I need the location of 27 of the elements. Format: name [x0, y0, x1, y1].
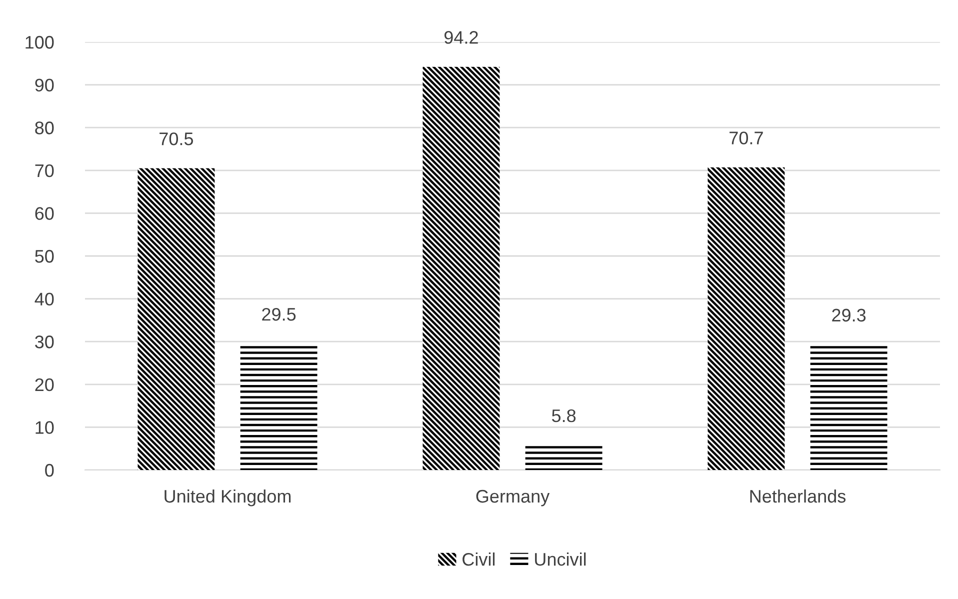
- data-label: 94.2: [444, 31, 478, 44]
- data-label: 70.7: [730, 132, 763, 144]
- y-tick-label: 70: [35, 164, 54, 178]
- x-tick-label: United Kingdom: [164, 489, 291, 506]
- y-tick-label: 90: [35, 78, 54, 92]
- data-label: 29.3: [832, 308, 866, 322]
- y-tick-label: 0: [45, 464, 54, 477]
- bar: [422, 66, 500, 470]
- y-tick-label: 30: [35, 336, 54, 348]
- data-label: 5.8: [552, 409, 576, 422]
- legend-label: Uncivil: [535, 552, 586, 566]
- bar: [138, 168, 215, 470]
- y-tick-label: 40: [34, 292, 54, 306]
- data-label: 70.5: [160, 132, 194, 146]
- legend-label: Civil: [462, 552, 495, 566]
- bar: [525, 445, 602, 470]
- y-tick-label: 50: [35, 250, 54, 263]
- x-tick-label: Netherlands: [750, 489, 846, 503]
- y-tick-label: 100: [26, 36, 54, 49]
- y-tick-label: 20: [35, 378, 54, 392]
- y-tick-label: 10: [36, 421, 54, 434]
- x-tick-label: Germany: [476, 490, 550, 506]
- y-tick-label: 80: [35, 122, 54, 134]
- bar: [708, 167, 785, 470]
- bar: [810, 344, 888, 470]
- y-tick-label: 60: [35, 207, 54, 220]
- data-label: 29.5: [262, 308, 296, 321]
